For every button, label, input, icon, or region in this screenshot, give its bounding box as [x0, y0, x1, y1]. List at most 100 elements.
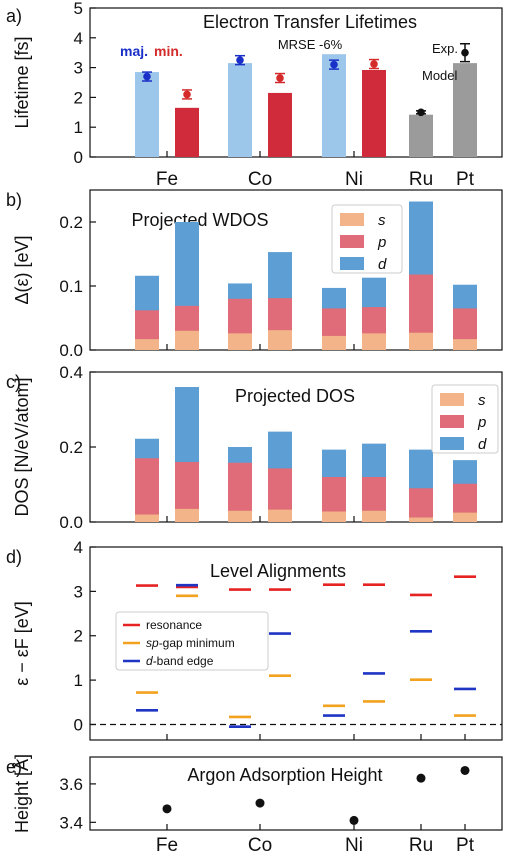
panel-c-panel-label: c) [6, 372, 21, 392]
panel-a-exp-point [236, 56, 244, 64]
panel-a-exp-label: Exp. [432, 41, 458, 56]
panel-a-exp-point [461, 48, 469, 57]
panel-a-xtick-label: Ru [409, 169, 433, 190]
panel-a-exp-point [370, 60, 378, 68]
panel-a-bar [453, 63, 477, 157]
panel-a-panel-label: a) [6, 6, 22, 26]
panel-a-ytick-label: 0 [74, 148, 83, 167]
panel-d-ytick-label: 0 [74, 715, 83, 734]
panel-c-title: Projected DOS [235, 386, 355, 406]
panel-b-panel-label: b) [6, 190, 22, 210]
panel-e-xtick-label: Fe [156, 835, 178, 856]
panel-c-bar-s [409, 517, 433, 522]
panel-e-panel-label: e) [6, 757, 22, 777]
panel-a-bar [135, 72, 159, 157]
panel-e-point [162, 804, 172, 814]
panel-c-bar-s [228, 510, 252, 522]
panel-d-ytick-label: 2 [74, 627, 83, 646]
panel-c-bar-s [135, 514, 159, 522]
panel-b-legend-swatch-s [340, 213, 364, 226]
panel-b-ytick-label: 0.0 [59, 341, 83, 360]
panel-a-xtick-label: Co [248, 169, 272, 190]
panel-a-bar [409, 114, 433, 157]
panel-a-title: Electron Transfer Lifetimes [203, 12, 417, 32]
panel-a-exp-point [143, 72, 151, 81]
panel-a-bar [362, 69, 386, 157]
panel-a-ytick-label: 2 [74, 88, 83, 107]
panel-d-legend [115, 611, 269, 671]
panel-e-frame [89, 756, 503, 831]
panel-b-title: Projected WDOS [131, 210, 268, 230]
panel-d-frame [89, 546, 503, 741]
panel-b-bar-s [409, 332, 433, 350]
panel-e-point [255, 798, 265, 808]
panel-a-bar [268, 92, 292, 157]
panel-e-ytick-label: 3.6 [59, 775, 83, 794]
panel-a-ytick-label: 1 [74, 118, 83, 137]
panel-c-bar-s [362, 510, 386, 522]
panel-b-legend-swatch-p [340, 235, 364, 248]
panel-e-point [460, 765, 470, 775]
panel-c-legend-swatch-p [440, 415, 464, 428]
panel-c-legend-label-p: p [477, 414, 486, 431]
panel-d-ytick-label: 4 [74, 538, 83, 557]
panel-b-bar-s [322, 335, 346, 350]
panel-c-legend-swatch-d [440, 437, 464, 450]
panel-a-ylabel: Lifetime [fs] [12, 36, 32, 128]
panel-b-bar-s [175, 330, 199, 350]
panel-c-ytick-label: 0.2 [59, 438, 83, 457]
panel-c-legend-label-s: s [478, 392, 486, 409]
panel-a-ytick-label: 5 [74, 0, 83, 18]
panel-c-bar-s [322, 511, 346, 522]
panel-e-xtick-label: Pt [456, 835, 475, 856]
panel-a-xtick-label: Ni [345, 169, 363, 190]
panel-c-bar-p [409, 488, 433, 522]
panel-a-ytick-label: 4 [74, 29, 83, 48]
panel-b-bar-s [268, 330, 292, 350]
panel-d-legend-text: sp [146, 636, 159, 650]
panel-e-ytick-label: 3.4 [59, 813, 83, 832]
panel-d-legend-label: resonance [146, 618, 202, 632]
panel-a-mrse: MRSE -6% [278, 37, 343, 52]
panel-c-bar-s [175, 508, 199, 522]
panel-c-ytick-label: 0.0 [59, 513, 83, 532]
panel-a-xtick-label: Fe [156, 169, 178, 190]
panel-c-bar-s [268, 509, 292, 522]
panel-b-bar-s [362, 333, 386, 350]
panel-b-legend-swatch-d [340, 257, 364, 270]
panel-d-legend-text: -band edge [153, 654, 214, 668]
panel-e-point [349, 815, 359, 825]
panel-a-maj-label: maj. [120, 43, 148, 59]
panel-d-ylabel: ε − εF [eV] [12, 601, 32, 686]
panel-a-ytick-label: 3 [74, 59, 83, 78]
panel-a-exp-point [417, 108, 425, 117]
panel-b-ytick-label: 0.2 [59, 213, 83, 232]
panel-d-panel-label: d) [6, 547, 22, 567]
panel-d-legend-text: -gap minimum [159, 636, 235, 650]
panel-b-legend-label-p: p [377, 234, 386, 251]
panel-a-min-label: min. [154, 43, 183, 59]
panel-d-ytick-label: 3 [74, 582, 83, 601]
panel-a-bar [228, 63, 252, 157]
panel-a-bar [175, 107, 199, 157]
panel-e-point [416, 773, 426, 783]
panel-a-exp-point [276, 74, 284, 82]
panel-e-xtick-label: Ru [409, 835, 433, 856]
panel-b-bar-s [228, 333, 252, 350]
panel-c-ylabel: DOS [N/eV/atom] [12, 377, 32, 516]
panel-e-xtick-label: Ni [345, 835, 363, 856]
panel-c-bar-s [453, 512, 477, 522]
panel-d-legend-text: resonance [146, 618, 202, 632]
panel-c-bar-p [135, 458, 159, 522]
panel-e-title: Argon Adsorption Height [187, 765, 382, 785]
panel-b-ylabel: Δ(ε) [eV] [12, 235, 32, 304]
panel-a-bar [322, 54, 346, 157]
panel-a-model-label: Model [422, 68, 458, 83]
panel-b-bar-s [135, 339, 159, 350]
panel-b-frame [89, 189, 503, 351]
panel-d-title: Level Alignments [210, 561, 346, 581]
panel-a-frame [89, 7, 503, 158]
panel-a-xtick-label: Pt [456, 169, 475, 190]
panel-c-legend-label-d: d [478, 436, 487, 453]
